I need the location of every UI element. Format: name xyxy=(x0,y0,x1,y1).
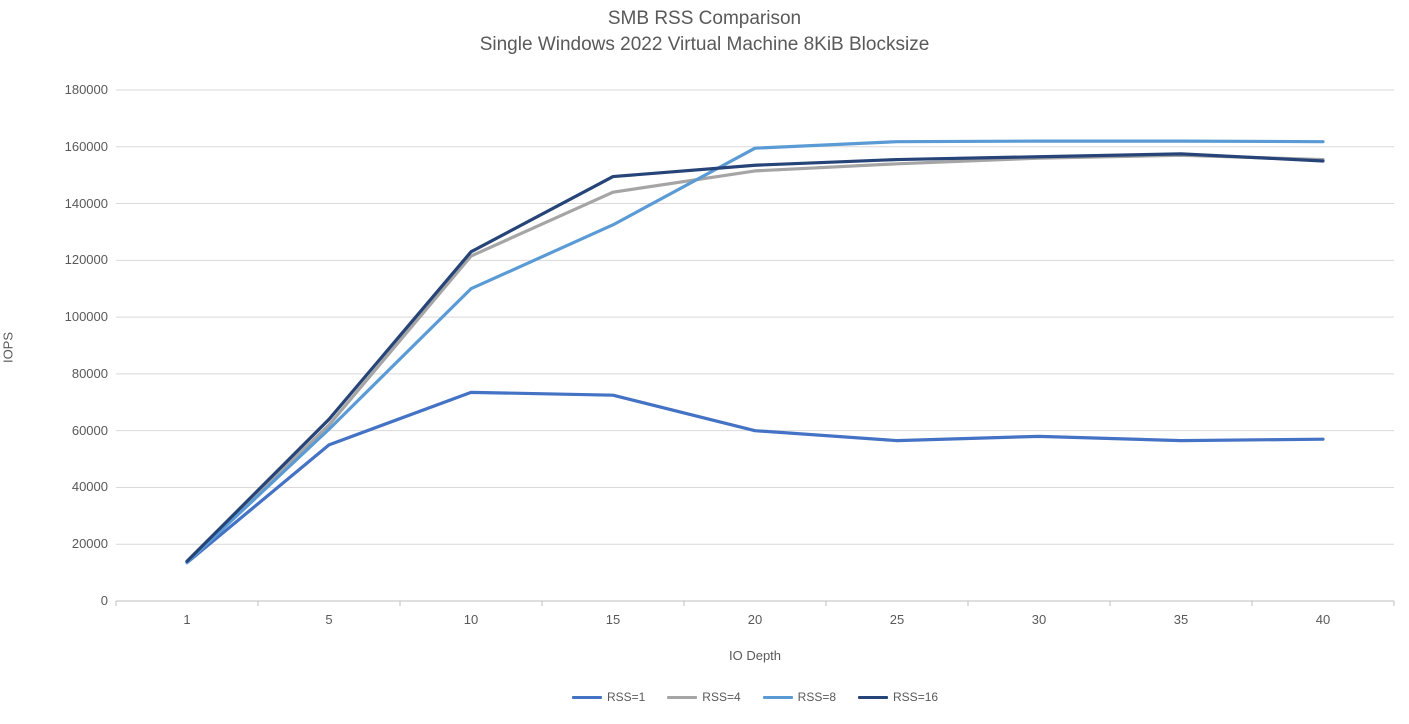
x-tick-label: 20 xyxy=(747,612,763,627)
legend-line-swatch xyxy=(667,695,698,699)
x-tick-label: 30 xyxy=(1031,612,1047,627)
series-line-rss-16 xyxy=(185,152,1325,563)
legend-line-swatch xyxy=(858,695,889,699)
y-tick-label: 180000 xyxy=(64,82,108,97)
x-axis-title: IO Depth xyxy=(728,648,782,663)
y-tick-label: 120000 xyxy=(64,252,108,268)
x-tick-label: 35 xyxy=(1173,612,1189,627)
x-tick-label: 15 xyxy=(605,612,621,627)
series-line-rss-4 xyxy=(185,153,1325,564)
legend-label: RSS=1 xyxy=(606,690,646,704)
y-tick-label: 80000 xyxy=(71,365,108,381)
legend-item-rss16: RSS=16 xyxy=(858,690,938,704)
legend-label: RSS=16 xyxy=(893,690,939,704)
y-tick-label: 0 xyxy=(100,593,108,608)
y-tick-label: 140000 xyxy=(64,195,108,211)
y-tick-label: 20000 xyxy=(71,536,108,552)
y-tick-label: 60000 xyxy=(71,422,108,438)
legend-item-rss1: RSS=1 xyxy=(571,690,646,704)
chart-title-block: SMB RSS Comparison Single Windows 2022 V… xyxy=(0,6,1409,58)
x-tick-label: 1 xyxy=(183,612,191,627)
legend-line-swatch xyxy=(762,695,793,699)
series-line-rss-1 xyxy=(185,390,1325,565)
x-tick-label: 25 xyxy=(889,612,905,627)
y-tick-label: 160000 xyxy=(64,138,108,154)
legend-item-rss8: RSS=8 xyxy=(762,690,837,704)
y-tick-label: 40000 xyxy=(71,479,108,495)
x-tick-label: 10 xyxy=(463,612,479,627)
x-tick-label: 5 xyxy=(325,612,333,627)
series-line-rss-8 xyxy=(185,139,1325,564)
legend: RSS=1 RSS=4 RSS=8 RSS=16 xyxy=(116,690,1394,704)
y-tick-label: 100000 xyxy=(64,309,108,325)
chart-subtitle: Single Windows 2022 Virtual Machine 8KiB… xyxy=(479,34,930,55)
legend-line-swatch xyxy=(571,695,602,699)
x-tick-label: 40 xyxy=(1315,612,1331,627)
legend-label: RSS=8 xyxy=(797,690,837,704)
chart-title: SMB RSS Comparison xyxy=(607,8,802,29)
legend-label: RSS=4 xyxy=(702,690,741,704)
legend-item-rss4: RSS=4 xyxy=(667,690,741,704)
